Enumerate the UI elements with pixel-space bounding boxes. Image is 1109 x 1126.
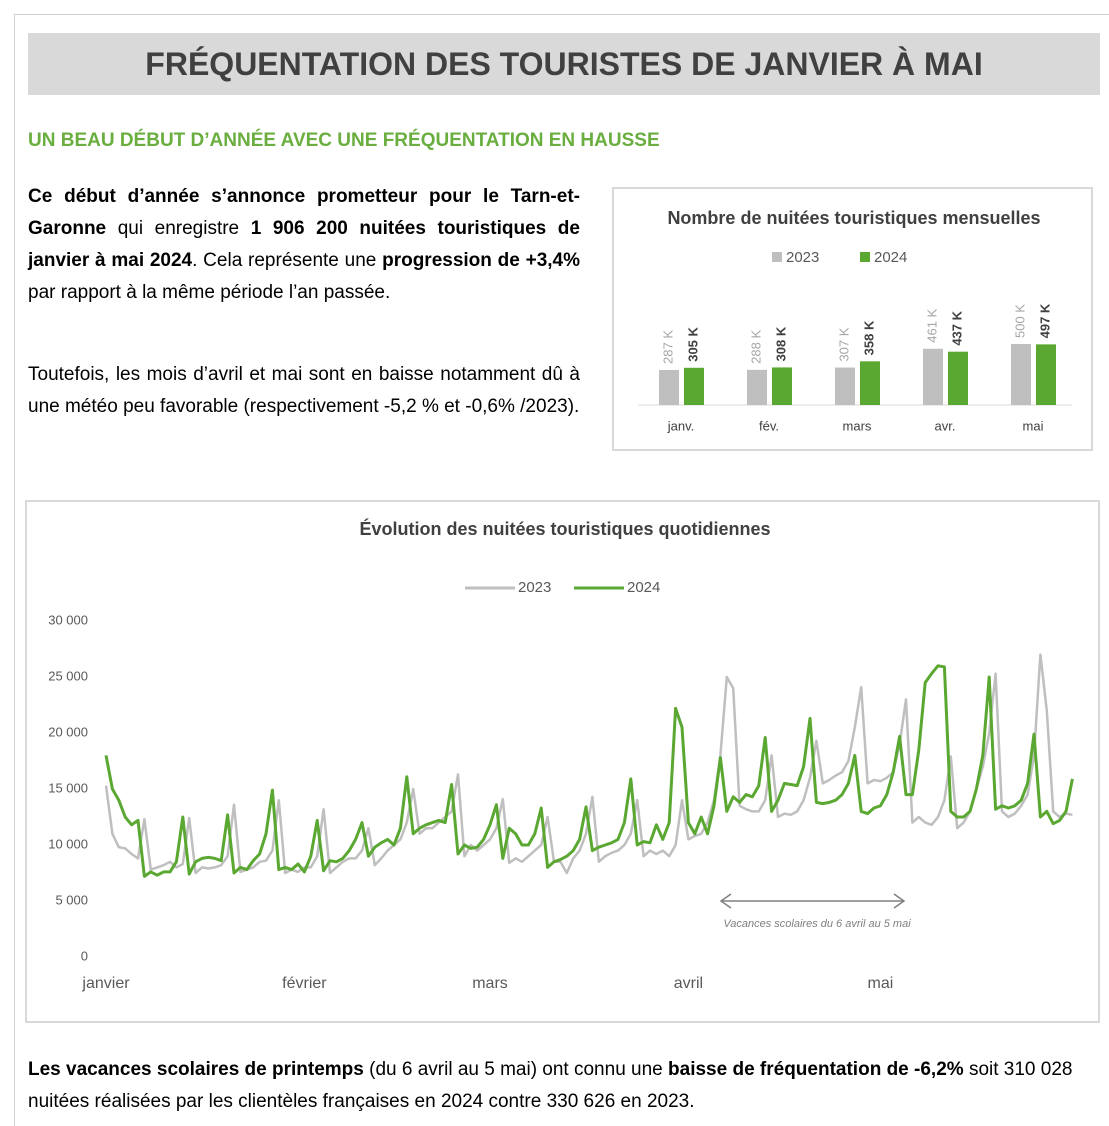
section-subtitle: UN BEAU DÉBUT D’ANNÉE AVEC UNE FRÉQUENTA… xyxy=(28,130,660,151)
x-tick-label: fév. xyxy=(759,418,779,433)
data-label: 308 K xyxy=(773,326,788,361)
text: . Cela représente une xyxy=(192,250,383,271)
y-tick-label: 30 000 xyxy=(48,612,88,627)
text: par rapport à la même période l’an passé… xyxy=(28,282,391,303)
bar xyxy=(835,367,855,405)
y-tick-label: 5 000 xyxy=(55,892,88,907)
bar xyxy=(860,361,880,405)
bold-text: Ce début d’année s’annonce prometteur po… xyxy=(28,186,580,239)
annotation-arrow xyxy=(719,893,906,909)
paragraph: Ce début d’année s’annonce prometteur po… xyxy=(28,181,580,309)
data-label: 437 K xyxy=(949,310,964,345)
x-tick-label: mai xyxy=(868,975,894,992)
legend-label: 2024 xyxy=(627,579,660,596)
x-tick-label: avril xyxy=(674,975,703,992)
text: (du 6 avril au 5 mai) ont connu une xyxy=(363,1059,669,1080)
x-tick-label: février xyxy=(282,975,327,992)
bar xyxy=(948,351,968,405)
bold-text: 1 906 200 nuitées touristiques de janvie… xyxy=(28,218,580,271)
x-tick-label: janvier xyxy=(81,975,130,992)
data-label: 358 K xyxy=(861,320,876,355)
data-label: 461 K xyxy=(924,308,939,342)
series-line xyxy=(104,664,1074,878)
x-tick-label: mars xyxy=(843,418,872,433)
x-tick-label: janv. xyxy=(667,418,695,433)
annotation: Vacances scolaires du 6 avril au 5 mai xyxy=(723,918,911,930)
legend-label: 2023 xyxy=(518,579,551,596)
data-label: 307 K xyxy=(836,327,851,361)
bar xyxy=(923,348,943,405)
chart-title: Évolution des nuitées touristiques quoti… xyxy=(359,518,770,539)
x-tick-label: mai xyxy=(1023,418,1044,433)
bar xyxy=(747,369,767,405)
text: Toutefois, les mois d’avril et mai sont … xyxy=(28,364,580,417)
bold-text: Les vacances scolaires de printemps xyxy=(28,1059,364,1080)
data-label: 288 K xyxy=(748,330,763,364)
legend-label: 2024 xyxy=(874,249,907,266)
x-tick-label: mars xyxy=(472,975,508,992)
y-tick-label: 25 000 xyxy=(48,668,88,683)
bar xyxy=(659,369,679,405)
bar xyxy=(1036,344,1056,405)
bold-text: progression de +3,4% xyxy=(382,250,580,271)
y-tick-label: 20 000 xyxy=(48,724,88,739)
bar xyxy=(1011,344,1031,405)
text: qui enregistre xyxy=(106,218,251,239)
x-tick-label: avr. xyxy=(935,418,956,433)
footer-paragraph: Les vacances scolaires de printemps (du … xyxy=(28,1054,1104,1118)
legend-swatch xyxy=(860,252,870,262)
monthly-bar-chart: Nombre de nuitées touristiques mensuelle… xyxy=(612,187,1093,451)
y-tick-label: 15 000 xyxy=(48,780,88,795)
bold-text: baisse de fréquentation de -6,2% xyxy=(668,1059,964,1080)
title-bar: FRÉQUENTATION DES TOURISTES DE JANVIER À… xyxy=(28,33,1100,95)
bar xyxy=(684,367,704,405)
y-tick-label: 0 xyxy=(81,948,88,963)
data-label: 305 K xyxy=(685,326,700,361)
chart-title: Nombre de nuitées touristiques mensuelle… xyxy=(667,208,1040,228)
data-label: 497 K xyxy=(1037,303,1052,338)
bar xyxy=(772,367,792,405)
page-title: FRÉQUENTATION DES TOURISTES DE JANVIER À… xyxy=(145,45,983,82)
data-label: 500 K xyxy=(1012,304,1027,338)
daily-line-chart: Évolution des nuitées touristiques quoti… xyxy=(25,500,1100,1023)
page-frame xyxy=(14,14,1109,1126)
paragraph: Toutefois, les mois d’avril et mai sont … xyxy=(28,359,580,423)
legend-swatch xyxy=(772,252,782,262)
series-line xyxy=(104,653,1073,875)
legend-label: 2023 xyxy=(786,249,819,266)
data-label: 287 K xyxy=(660,330,675,364)
y-tick-label: 10 000 xyxy=(48,836,88,851)
text: soit 310 028 nuitées réalisées par les c… xyxy=(28,1059,1073,1112)
